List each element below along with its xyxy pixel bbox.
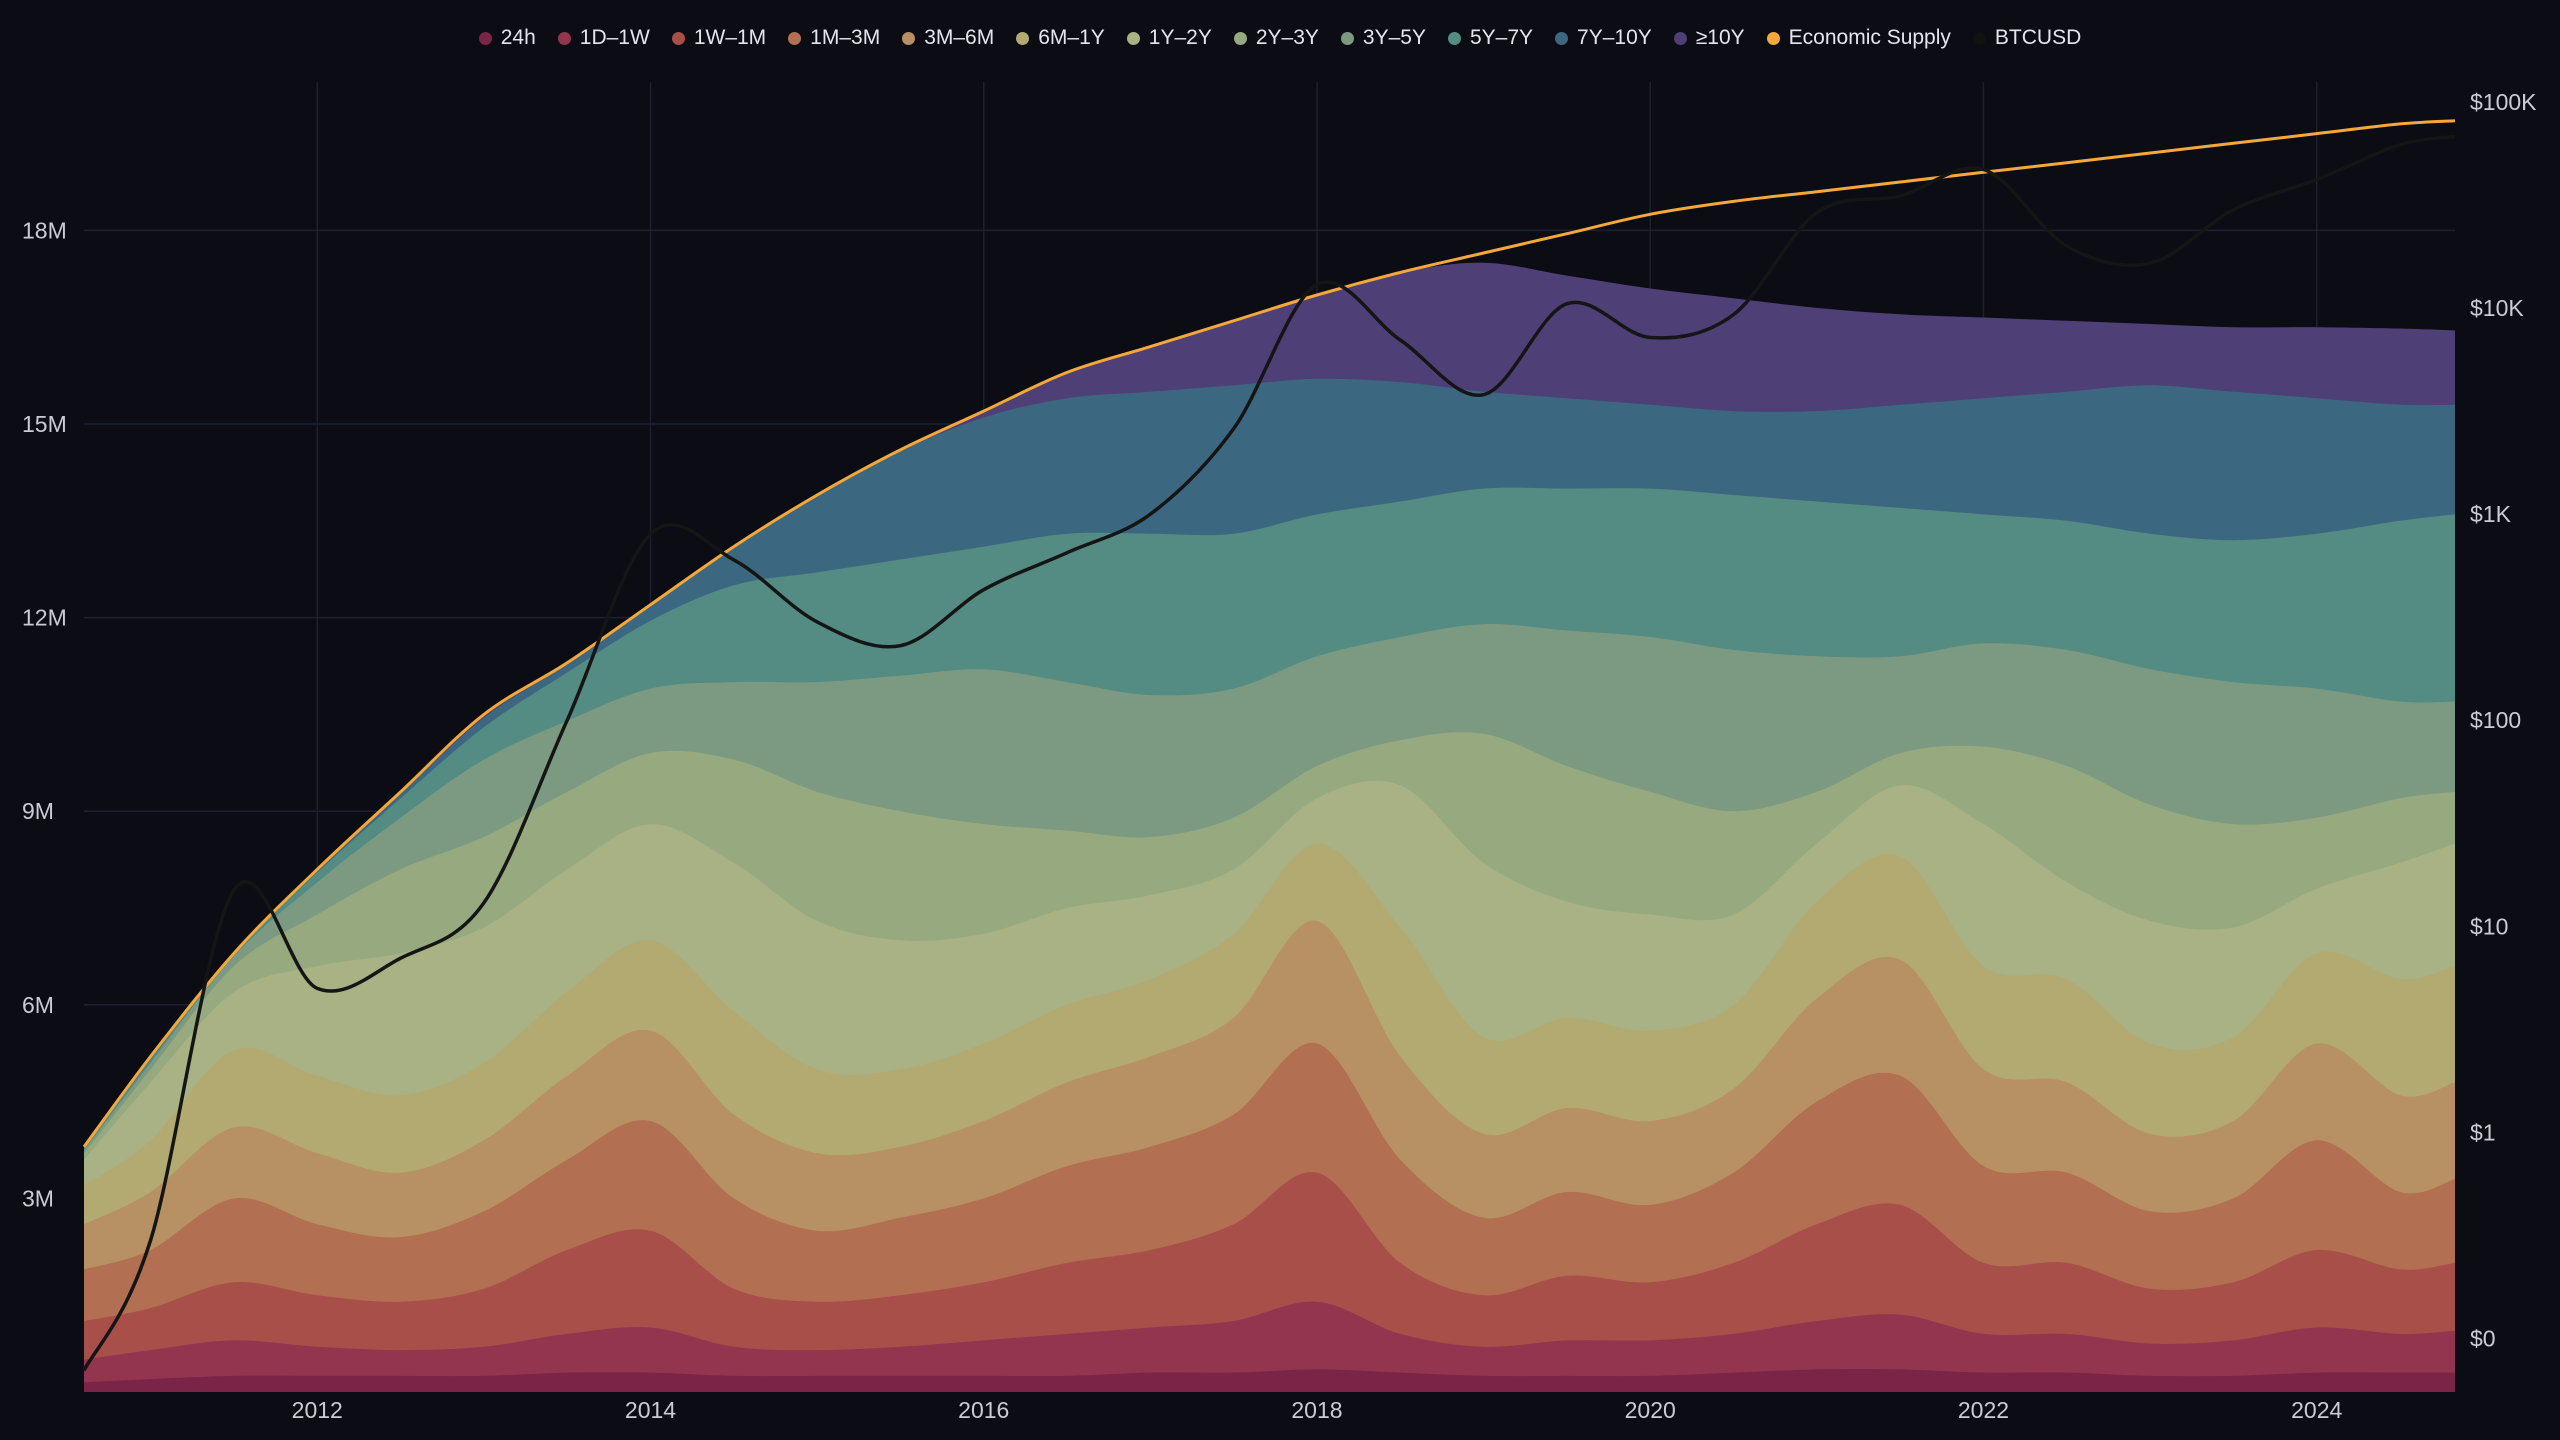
legend-item[interactable]: BTCUSD — [1972, 26, 2082, 50]
legend-swatch — [1555, 31, 1569, 45]
legend-item[interactable]: 24h — [478, 26, 536, 50]
x-tick-label: 2012 — [292, 1397, 343, 1423]
legend-item[interactable]: 1M–3M — [788, 26, 880, 50]
y-right-tick-label: $100 — [2470, 707, 2521, 733]
legend-label: ≥10Y — [1695, 26, 1745, 49]
legend-swatch — [788, 31, 802, 45]
legend-label: 1Y–2Y — [1148, 26, 1212, 49]
legend-label: 7Y–10Y — [1577, 26, 1652, 49]
legend-item[interactable]: 5Y–7Y — [1447, 26, 1534, 50]
legend-label: 3Y–5Y — [1362, 26, 1426, 49]
legend-item[interactable]: 1Y–2Y — [1126, 26, 1212, 50]
legend-swatch — [1766, 31, 1780, 45]
y-right-tick-label: $100K — [2470, 89, 2537, 115]
legend-swatch — [1972, 31, 1986, 45]
y-left-tick-label: 9M — [22, 798, 54, 824]
legend-item[interactable]: ≥10Y — [1673, 26, 1745, 50]
axes: 2012 2014 2016 2018 2020 2022 2024 3M 6M 9M 12M 15M… — [22, 89, 2537, 1423]
legend-item[interactable]: Economic Supply — [1766, 26, 1951, 50]
x-tick-label: 2024 — [2291, 1397, 2342, 1423]
legend: 24h 1D–1W 1W–1M 1M–3M 3M–6M 6M–1Y 1Y–2Y 2Y–3Y 3Y… — [0, 18, 2560, 58]
legend-label: BTCUSD — [1994, 26, 2082, 49]
legend-label: 1W–1M — [693, 26, 767, 49]
y-right-tick-label: $10K — [2470, 295, 2524, 321]
economic-supply-line — [82, 119, 2456, 1148]
legend-swatch — [478, 31, 492, 45]
legend-label: Economic Supply — [1788, 26, 1951, 49]
legend-item[interactable]: 2Y–3Y — [1233, 26, 1319, 50]
legend-item[interactable]: 1W–1M — [671, 26, 767, 50]
legend-item[interactable]: 1D–1W — [557, 26, 650, 50]
legend-label: 6M–1Y — [1038, 26, 1105, 49]
x-tick-label: 2016 — [958, 1397, 1009, 1423]
lines — [82, 119, 2456, 1372]
y-right-tick-label: $1K — [2470, 501, 2512, 527]
legend-item[interactable]: 6M–1Y — [1016, 26, 1105, 50]
legend-label: 3M–6M — [924, 26, 995, 49]
y-left-tick-label: 6M — [22, 992, 54, 1018]
legend-item[interactable]: 3M–6M — [902, 26, 994, 50]
y-right-tick-label: $1 — [2470, 1119, 2496, 1145]
legend-item[interactable]: 3Y–5Y — [1340, 26, 1426, 50]
legend-label: 1D–1W — [579, 26, 650, 49]
x-tick-label: 2020 — [1625, 1397, 1676, 1423]
x-tick-label: 2018 — [1291, 1397, 1342, 1423]
legend-swatch — [902, 31, 916, 45]
y-left-tick-label: 18M — [22, 217, 67, 243]
legend-swatch — [1016, 31, 1030, 45]
legend-label: 5Y–7Y — [1469, 26, 1534, 49]
legend-label: 24h — [500, 26, 536, 49]
legend-label: 1M–3M — [810, 26, 881, 49]
legend-swatch — [1233, 31, 1247, 45]
y-left-tick-label: 3M — [22, 1185, 54, 1211]
y-right-tick-label: $0 — [2470, 1325, 2496, 1351]
x-tick-label: 2014 — [625, 1397, 676, 1423]
legend-swatch — [1340, 31, 1354, 45]
y-left-tick-label: 15M — [22, 411, 67, 437]
legend-swatch — [1447, 31, 1461, 45]
x-tick-label: 2022 — [1958, 1397, 2009, 1423]
legend-swatch — [1126, 31, 1140, 45]
band-24h — [84, 1369, 2455, 1392]
legend-item[interactable]: 7Y–10Y — [1555, 26, 1652, 50]
btcusd-line — [82, 134, 2456, 1372]
y-left-tick-label: 12M — [22, 605, 67, 631]
legend-swatch — [1673, 31, 1687, 45]
legend-swatch — [671, 31, 685, 45]
supply-bands — [84, 262, 2455, 1393]
y-right-tick-label: $10 — [2470, 913, 2508, 939]
legend-label: 2Y–3Y — [1255, 26, 1319, 49]
legend-swatch — [557, 31, 571, 45]
